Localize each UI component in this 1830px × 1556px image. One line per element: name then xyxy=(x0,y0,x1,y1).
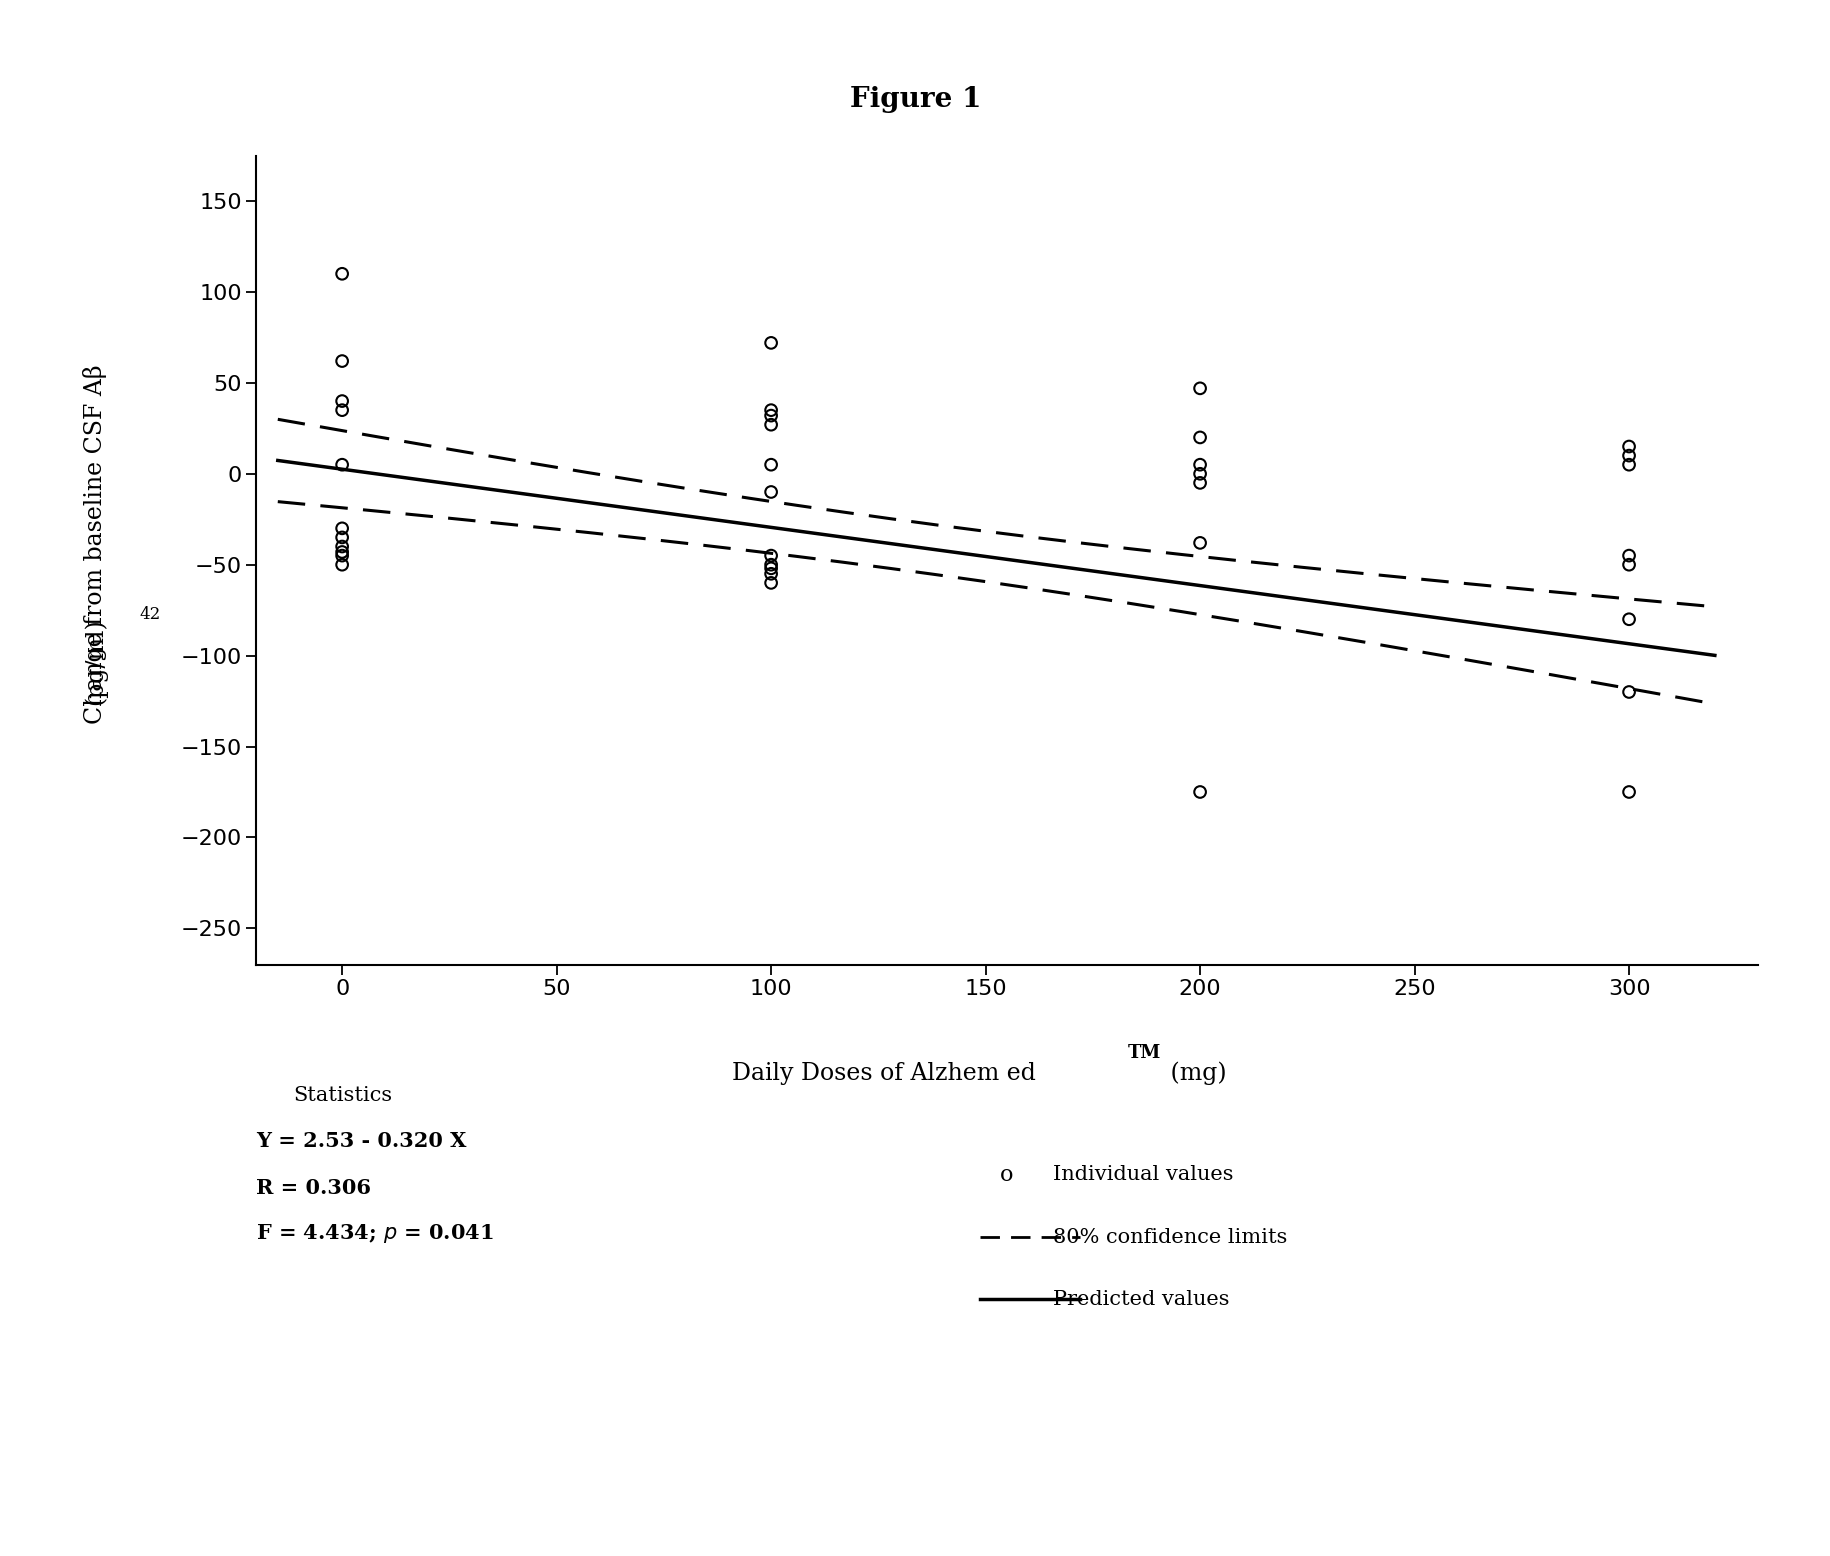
Text: Figure 1: Figure 1 xyxy=(849,86,981,112)
Point xyxy=(1184,425,1213,450)
Point xyxy=(1184,531,1213,555)
Text: 42: 42 xyxy=(139,607,161,622)
Text: F = 4.434; $p$ = 0.041: F = 4.434; $p$ = 0.041 xyxy=(256,1221,494,1245)
Point xyxy=(328,389,357,414)
Text: Y = 2.53 - 0.320 X: Y = 2.53 - 0.320 X xyxy=(256,1131,467,1151)
Text: (mg): (mg) xyxy=(1162,1061,1226,1086)
Point xyxy=(756,562,785,587)
Point xyxy=(328,552,357,577)
Point xyxy=(328,524,357,549)
Point xyxy=(1614,443,1643,468)
Point xyxy=(1614,434,1643,459)
Point xyxy=(1184,453,1213,478)
Point xyxy=(1614,607,1643,632)
Text: TM: TM xyxy=(1127,1044,1160,1063)
Point xyxy=(1184,780,1213,804)
Point xyxy=(1184,461,1213,485)
Point xyxy=(756,555,785,580)
Text: 80% confidence limits: 80% confidence limits xyxy=(1052,1228,1286,1246)
Point xyxy=(328,540,357,565)
Point xyxy=(1614,552,1643,577)
Point xyxy=(756,543,785,568)
Text: Statistics: Statistics xyxy=(293,1086,392,1105)
Point xyxy=(328,543,357,568)
Point xyxy=(1614,780,1643,804)
Point xyxy=(756,330,785,355)
Point xyxy=(1184,470,1213,495)
Text: Individual values: Individual values xyxy=(1052,1165,1233,1184)
Text: o: o xyxy=(999,1164,1014,1186)
Text: R = 0.306: R = 0.306 xyxy=(256,1178,371,1198)
Point xyxy=(328,517,357,541)
Text: (pg/ml): (pg/ml) xyxy=(84,618,106,705)
Point xyxy=(756,412,785,437)
Point xyxy=(1614,453,1643,478)
Point xyxy=(328,349,357,373)
Point xyxy=(756,398,785,423)
Point xyxy=(756,552,785,577)
Point xyxy=(328,398,357,423)
Point xyxy=(1184,377,1213,401)
Point xyxy=(756,571,785,596)
Point xyxy=(756,479,785,504)
Text: Change from baseline CSF Aβ: Change from baseline CSF Aβ xyxy=(82,364,108,725)
Text: Predicted values: Predicted values xyxy=(1052,1290,1228,1309)
Point xyxy=(1614,680,1643,705)
Point xyxy=(756,453,785,478)
Point xyxy=(756,403,785,428)
Point xyxy=(328,453,357,478)
Point xyxy=(328,261,357,286)
Point xyxy=(1614,543,1643,568)
Text: Daily Doses of Alzhem ed: Daily Doses of Alzhem ed xyxy=(732,1063,1036,1085)
Point xyxy=(328,534,357,559)
